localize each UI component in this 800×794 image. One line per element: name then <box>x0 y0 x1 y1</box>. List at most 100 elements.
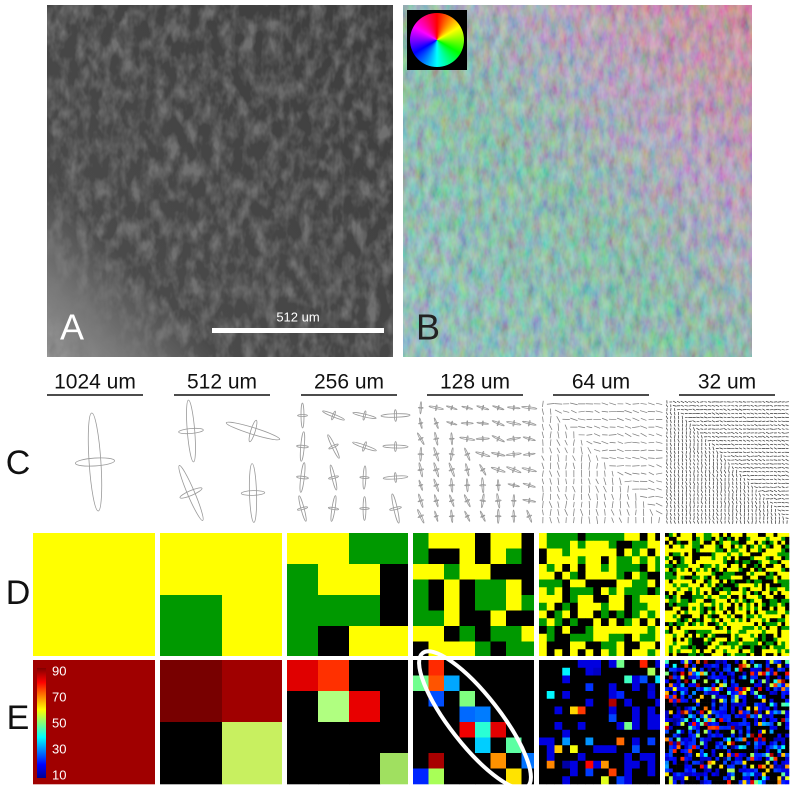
angle-cell <box>781 668 785 672</box>
rose-petal <box>465 485 470 486</box>
angle-cell <box>743 776 747 780</box>
angle-cell <box>593 730 601 738</box>
category-cell <box>762 607 766 611</box>
angle-cell <box>692 660 696 664</box>
category-cell <box>758 533 762 537</box>
category-cell <box>743 591 747 595</box>
rose-stroke <box>782 471 785 472</box>
category-cell <box>758 541 762 545</box>
angle-cell <box>593 699 601 707</box>
angle-cell <box>648 676 656 684</box>
category-cell <box>758 626 762 630</box>
angle-cell <box>758 734 762 738</box>
category-cell <box>777 583 781 587</box>
category-cell <box>766 626 770 630</box>
angle-cell <box>669 679 673 683</box>
category-cell <box>735 587 739 591</box>
rose-stroke <box>557 440 560 446</box>
rose-stroke <box>705 459 706 461</box>
angle-cell <box>739 780 743 784</box>
category-cell <box>750 634 754 638</box>
angle-cell <box>669 741 673 745</box>
rose-stroke <box>758 475 761 476</box>
rose-stroke <box>700 424 703 425</box>
angle-cell <box>777 660 781 664</box>
angle-cell <box>673 741 677 745</box>
angle-cell <box>578 691 586 699</box>
angle-cell <box>617 730 625 738</box>
angle-cell <box>762 695 766 699</box>
angle-cell <box>570 761 578 769</box>
category-cell <box>719 638 723 642</box>
category-cell <box>754 564 758 568</box>
category-cell <box>708 622 712 626</box>
category-cell <box>743 560 747 564</box>
rose-stroke <box>762 429 765 430</box>
angle-cell <box>669 745 673 749</box>
angle-cell <box>684 776 688 780</box>
angle-cell <box>665 676 669 680</box>
angle-cell <box>723 699 727 703</box>
category-cell <box>586 611 594 619</box>
rose-stroke <box>697 466 698 469</box>
angle-cell <box>586 668 594 676</box>
category-cell <box>593 618 601 626</box>
rose-stroke <box>692 401 695 402</box>
category-cell <box>349 564 380 595</box>
category-cell <box>735 630 739 634</box>
angle-cell <box>731 714 735 718</box>
rose-stroke <box>667 509 668 512</box>
rose-stroke <box>735 459 738 460</box>
angle-cell <box>735 738 739 742</box>
angle-cell <box>715 672 719 676</box>
rose-stroke <box>732 467 733 469</box>
angle-cell <box>731 676 735 680</box>
angle-cell <box>677 707 681 711</box>
category-cell <box>735 549 739 553</box>
category-cell <box>758 576 762 580</box>
rose-stroke <box>542 463 544 469</box>
rose-stroke <box>729 505 730 509</box>
rose-stroke <box>774 448 777 449</box>
angle-cell <box>648 738 656 746</box>
angle-cell <box>723 687 727 691</box>
rose-stroke <box>709 451 710 454</box>
category-cell <box>743 552 747 556</box>
category-cell <box>777 576 781 580</box>
angle-cell <box>692 730 696 734</box>
rose-stroke <box>570 418 577 421</box>
category-cell <box>704 572 708 576</box>
angle-cell <box>785 749 789 753</box>
category-cell <box>739 576 743 580</box>
angle-cell <box>719 687 723 691</box>
angle-cell <box>758 707 762 711</box>
angle-cell <box>712 672 716 676</box>
angle-cell <box>727 722 731 726</box>
rose-stroke <box>735 428 738 430</box>
angle-cell <box>758 710 762 714</box>
column-label: 64 um <box>572 371 630 394</box>
angle-cell <box>601 691 609 699</box>
category-cell <box>562 587 570 595</box>
angle-cell <box>774 776 778 780</box>
category-cell <box>444 580 460 596</box>
category-cell <box>692 649 696 653</box>
angle-cell <box>731 668 735 672</box>
rose-petal <box>299 432 305 462</box>
angle-cell <box>586 776 594 784</box>
angle-cell <box>735 699 739 703</box>
category-cell <box>719 580 723 584</box>
angle-cell <box>715 753 719 757</box>
category-cell <box>475 642 491 658</box>
category-cell <box>570 587 578 595</box>
rose-stroke <box>702 497 703 501</box>
rose-stroke <box>758 409 761 410</box>
angle-cell <box>723 668 727 672</box>
category-cell <box>570 564 578 572</box>
category-cell <box>781 568 785 572</box>
angle-cell <box>777 718 781 722</box>
rose-stroke <box>648 504 655 505</box>
category-cell <box>665 537 669 541</box>
angle-cell <box>677 687 681 691</box>
category-cell <box>704 564 708 568</box>
